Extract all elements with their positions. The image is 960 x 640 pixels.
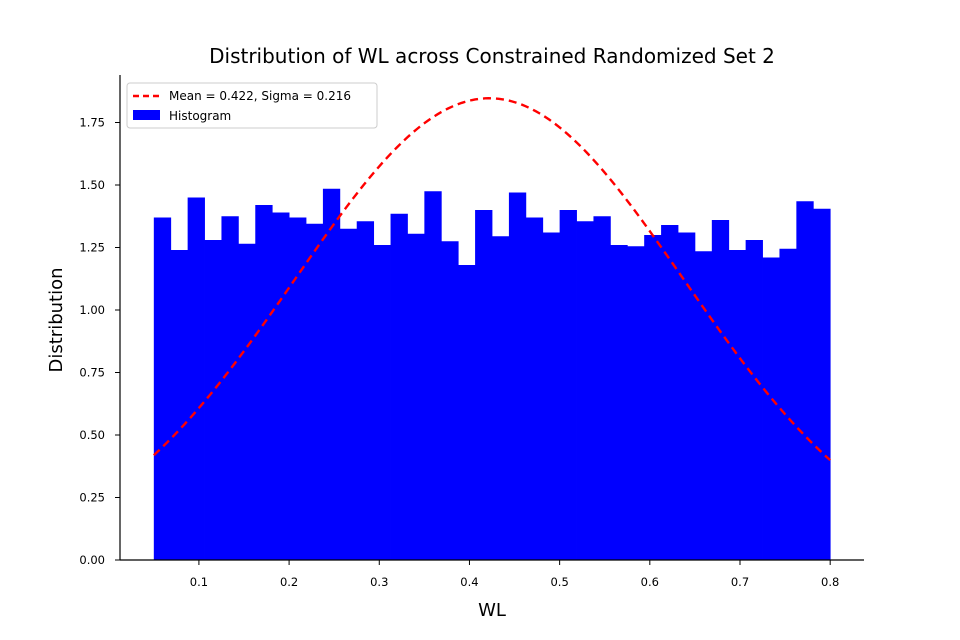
histogram-bar	[322, 188, 341, 560]
histogram-bar	[153, 217, 172, 560]
histogram-bar	[813, 208, 831, 560]
histogram-bar	[373, 245, 391, 560]
histogram-bar	[694, 251, 713, 560]
histogram-bar	[661, 225, 679, 560]
legend-label-histogram: Histogram	[169, 109, 231, 123]
histogram-bar	[390, 213, 408, 560]
x-tick-label: 0.8	[821, 575, 839, 589]
histogram-bar	[542, 232, 561, 560]
x-tick-label: 0.4	[460, 575, 478, 589]
histogram-bar	[272, 212, 290, 560]
histogram-bar	[356, 221, 375, 560]
legend-box	[126, 82, 378, 129]
chart-title: Distribution of WL across Constrained Ra…	[209, 44, 775, 68]
histogram-bar	[221, 216, 239, 560]
histogram-bar	[779, 248, 797, 560]
histogram-bar	[593, 216, 611, 560]
histogram-bar	[508, 192, 527, 560]
histogram-bar	[187, 197, 205, 560]
y-ticks: 0.00 0.25 0.50 0.75 1.00 1.25 1.50 1.75	[79, 116, 120, 567]
y-tick-label: 0.75	[79, 366, 105, 380]
y-tick-label: 0.00	[79, 553, 105, 567]
histogram-bar	[711, 220, 730, 560]
histogram-bar	[559, 210, 577, 560]
y-tick-label: 0.25	[79, 491, 105, 505]
histogram-bar	[255, 205, 273, 560]
normal-fit-curve	[152, 97, 831, 462]
histogram-bar	[678, 232, 696, 560]
x-axis-label: WL	[478, 600, 506, 621]
histogram-bar	[475, 210, 493, 560]
histogram-bar	[627, 246, 645, 560]
x-ticks: 0.1 0.2 0.3 0.4 0.5 0.6 0.7 0.8	[190, 560, 839, 589]
y-tick-label: 0.50	[79, 428, 105, 442]
histogram-bar	[458, 265, 476, 560]
y-axis-label: Distribution	[46, 267, 67, 372]
histogram-bar	[796, 201, 814, 560]
legend-bar-swatch	[133, 110, 160, 120]
histogram-bar	[289, 217, 307, 560]
histogram-bar	[407, 233, 425, 560]
histogram-bar	[424, 191, 442, 560]
histogram-bar	[339, 228, 358, 560]
histogram-bar	[762, 257, 780, 560]
histogram-bars	[153, 188, 831, 560]
legend: Mean = 0.422, Sigma = 0.216 Histogram	[126, 82, 378, 129]
histogram-bar	[170, 250, 189, 560]
histogram-bar	[610, 245, 628, 560]
histogram-bar	[525, 217, 544, 560]
y-tick-label: 1.50	[79, 178, 105, 192]
histogram-bar	[492, 236, 510, 560]
y-tick-label: 1.75	[79, 116, 105, 130]
x-tick-label: 0.5	[550, 575, 568, 589]
x-tick-label: 0.6	[641, 575, 659, 589]
histogram-bar	[306, 223, 324, 560]
x-tick-label: 0.1	[190, 575, 208, 589]
histogram-bar	[644, 235, 662, 560]
legend-label-fit: Mean = 0.422, Sigma = 0.216	[169, 89, 351, 103]
histogram-bar	[238, 243, 256, 560]
y-tick-label: 1.00	[79, 303, 105, 317]
y-tick-label: 1.25	[79, 241, 105, 255]
x-tick-label: 0.3	[370, 575, 388, 589]
x-tick-label: 0.2	[280, 575, 298, 589]
histogram-bar	[728, 250, 747, 560]
histogram-bar	[441, 241, 459, 560]
histogram-bar	[745, 240, 763, 560]
x-tick-label: 0.7	[731, 575, 749, 589]
histogram-bar	[576, 221, 594, 560]
histogram-bar	[204, 240, 222, 560]
